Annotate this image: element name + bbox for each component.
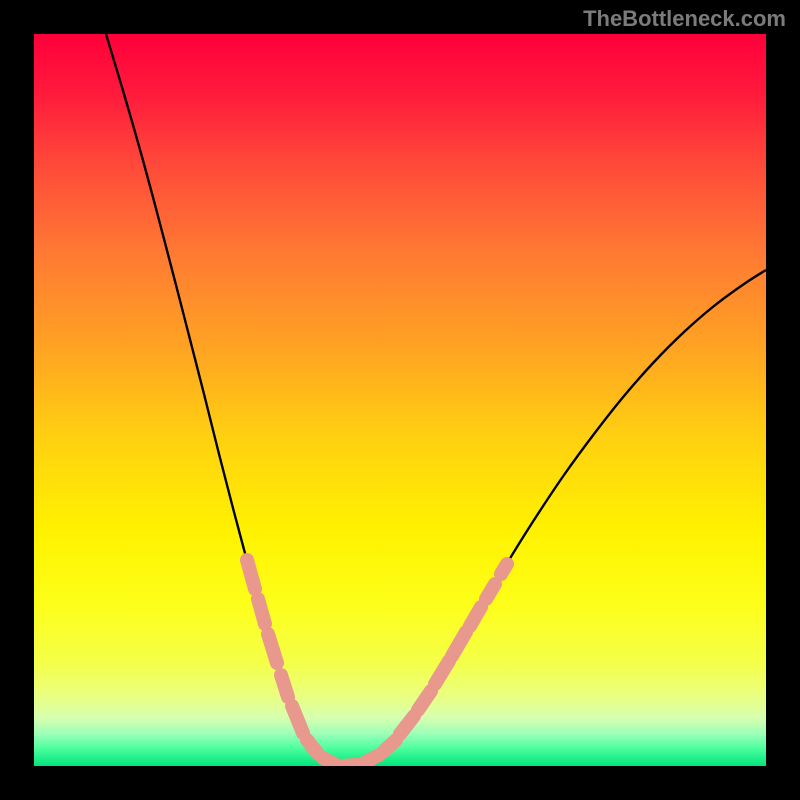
curve-marker (258, 599, 265, 624)
outer-frame: TheBottleneck.com (0, 0, 800, 800)
curve-marker (384, 740, 396, 751)
curve-marker (435, 661, 449, 684)
curve-marker (486, 584, 495, 599)
curve-marker (268, 634, 277, 663)
curve-marker (452, 632, 466, 656)
curve-marker (247, 560, 255, 589)
curve-marker (342, 765, 356, 766)
curve-marker (418, 691, 431, 710)
curve-marker (281, 675, 288, 697)
curve-marker (292, 706, 303, 733)
chart-svg (34, 34, 766, 766)
curve-marker (470, 607, 481, 626)
curve-marker (501, 564, 507, 574)
curve-marker (400, 716, 414, 734)
bottleneck-curve (106, 34, 766, 766)
marker-group (247, 560, 507, 766)
curve-marker (307, 740, 318, 754)
watermark-text: TheBottleneck.com (583, 6, 786, 32)
curve-marker (323, 758, 336, 765)
curve-marker (362, 755, 379, 764)
plot-area (34, 34, 766, 766)
